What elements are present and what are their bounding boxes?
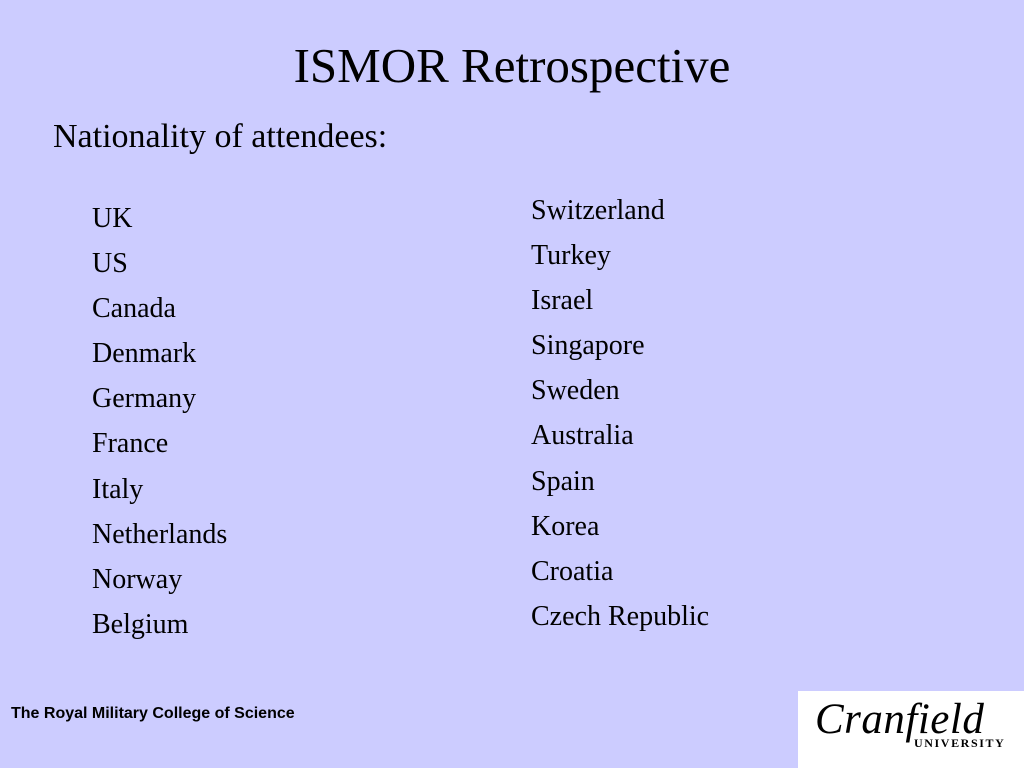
list-item: Spain (531, 465, 595, 497)
list-item: Norway (92, 563, 183, 595)
list-item: Australia (531, 420, 634, 452)
country-list-left: UK US Canada Denmark Germany France Ital… (92, 196, 227, 647)
list-item: Israel (531, 285, 594, 317)
list-item: Denmark (92, 338, 197, 370)
list-item: Switzerland (531, 195, 665, 226)
country-list-right: Switzerland Turkey Israel Singapore Swed… (531, 188, 709, 639)
footer-institution: The Royal Military College of Science (11, 705, 295, 722)
cranfield-logo: Cranfield UNIVERSITY (798, 691, 1024, 768)
list-item: US (92, 248, 128, 280)
list-item: Singapore (531, 330, 645, 362)
slide-title: ISMOR Retrospective (293, 38, 731, 93)
list-item: Italy (92, 473, 144, 505)
list-item: Canada (92, 293, 176, 325)
list-item: Czech Republic (531, 600, 710, 632)
list-item: Korea (531, 510, 600, 542)
logo-wordmark: Cranfield (815, 696, 985, 743)
slide-subtitle: Nationality of attendees: (53, 118, 388, 155)
list-item: Turkey (531, 240, 611, 272)
list-item: Sweden (531, 375, 620, 407)
list-item: Netherlands (92, 518, 228, 550)
list-item: Croatia (531, 555, 614, 587)
list-item: France (92, 428, 169, 460)
list-item: Germany (92, 383, 197, 415)
logo-subtext: UNIVERSITY (914, 736, 1006, 750)
list-item: Belgium (92, 608, 189, 640)
list-item: UK (92, 203, 133, 234)
